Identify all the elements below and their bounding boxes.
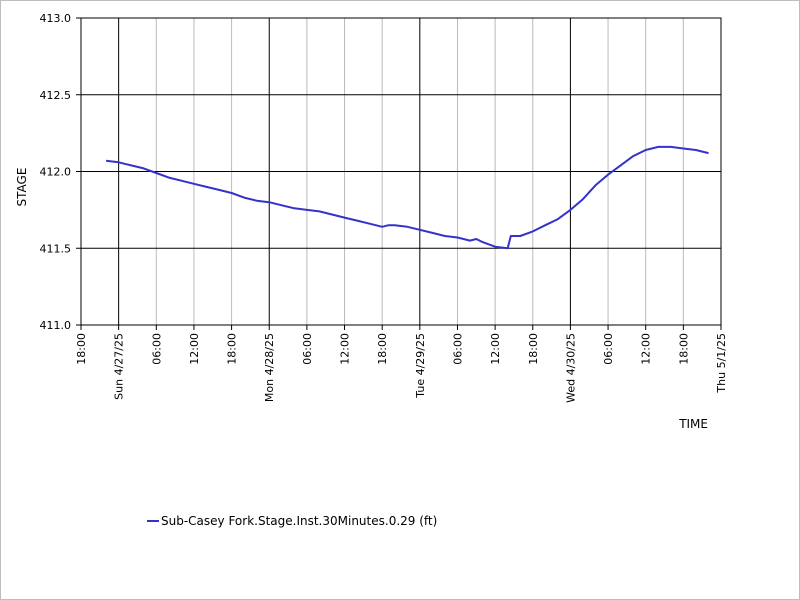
- x-tick-labels: 18:00 Sun 4/27/25 06:00 12:00 18:00 Mon 4/28/…: [75, 333, 728, 403]
- y-tick-label: 411.0: [40, 319, 72, 332]
- y-tick-label: 411.5: [40, 242, 72, 255]
- x-tick-label: 06:00: [602, 333, 615, 365]
- x-tick-label: Tue 4/29/25: [414, 333, 427, 399]
- major-gridlines: [76, 17, 722, 330]
- x-tick-label: 12:00: [339, 333, 352, 365]
- x-axis-label: TIME: [678, 417, 708, 431]
- y-tick-label: 412.0: [40, 166, 72, 179]
- x-tick-label: 18:00: [376, 333, 389, 365]
- y-axis-label: STAGE: [15, 168, 29, 207]
- legend-label: Sub-Casey Fork.Stage.Inst.30Minutes.0.29…: [161, 514, 437, 528]
- plot-area: [80, 17, 722, 326]
- x-tick-label: Sun 4/27/25: [113, 333, 126, 400]
- x-tick-label: 06:00: [301, 333, 314, 365]
- legend: Sub-Casey Fork.Stage.Inst.30Minutes.0.29…: [147, 514, 437, 528]
- series-line: [105, 145, 709, 250]
- y-tick-labels: 411.0 411.5 412.0 412.5 413.0: [40, 12, 72, 332]
- y-tick-label: 413.0: [40, 12, 72, 25]
- x-tick-label: Mon 4/28/25: [263, 333, 276, 402]
- x-tick-label: 18:00: [75, 333, 88, 365]
- x-tick-label: 18:00: [527, 333, 540, 365]
- x-tick-label: Thu 5/1/25: [715, 333, 728, 394]
- y-tick-label: 412.5: [40, 89, 72, 102]
- x-tick-label: 18:00: [226, 333, 239, 365]
- x-tick-label: 06:00: [451, 333, 464, 365]
- x-tick-label: 12:00: [640, 333, 653, 365]
- x-tick-label: Wed 4/30/25: [564, 333, 577, 403]
- x-tick-label: 12:00: [188, 333, 201, 365]
- x-tick-label: 06:00: [150, 333, 163, 365]
- x-tick-label: 12:00: [489, 333, 502, 365]
- x-tick-label: 18:00: [677, 333, 690, 365]
